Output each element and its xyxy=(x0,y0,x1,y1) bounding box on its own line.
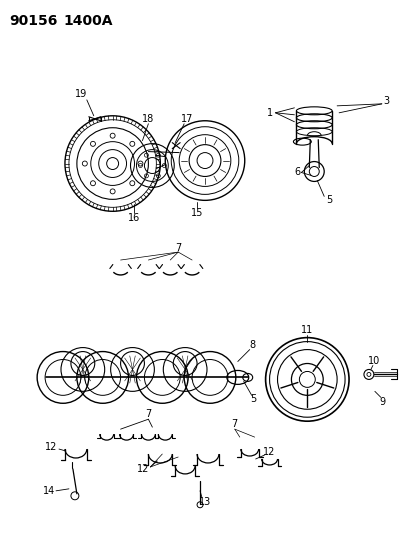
Text: 6: 6 xyxy=(294,167,300,177)
Text: 5: 5 xyxy=(250,394,256,405)
Text: 7: 7 xyxy=(145,409,151,419)
Text: 1: 1 xyxy=(266,108,272,118)
Text: 7: 7 xyxy=(230,419,236,429)
Text: 90156: 90156 xyxy=(9,14,57,28)
Text: 1400A: 1400A xyxy=(63,14,112,28)
Text: 19: 19 xyxy=(75,89,87,99)
Text: 14: 14 xyxy=(43,486,55,496)
Text: 17: 17 xyxy=(180,114,193,124)
Text: 7: 7 xyxy=(175,243,181,253)
Text: 12: 12 xyxy=(45,442,57,452)
Text: 18: 18 xyxy=(142,114,154,124)
Text: 12: 12 xyxy=(263,447,275,457)
Text: 5: 5 xyxy=(325,196,332,205)
Text: 9: 9 xyxy=(379,397,385,407)
Text: 15: 15 xyxy=(190,208,203,219)
Text: 16: 16 xyxy=(128,213,140,223)
Text: 12: 12 xyxy=(137,464,149,474)
Text: 3: 3 xyxy=(383,96,389,106)
Text: 10: 10 xyxy=(367,356,379,366)
Text: 11: 11 xyxy=(301,325,313,335)
Text: 13: 13 xyxy=(198,497,211,507)
Text: 8: 8 xyxy=(249,340,255,350)
